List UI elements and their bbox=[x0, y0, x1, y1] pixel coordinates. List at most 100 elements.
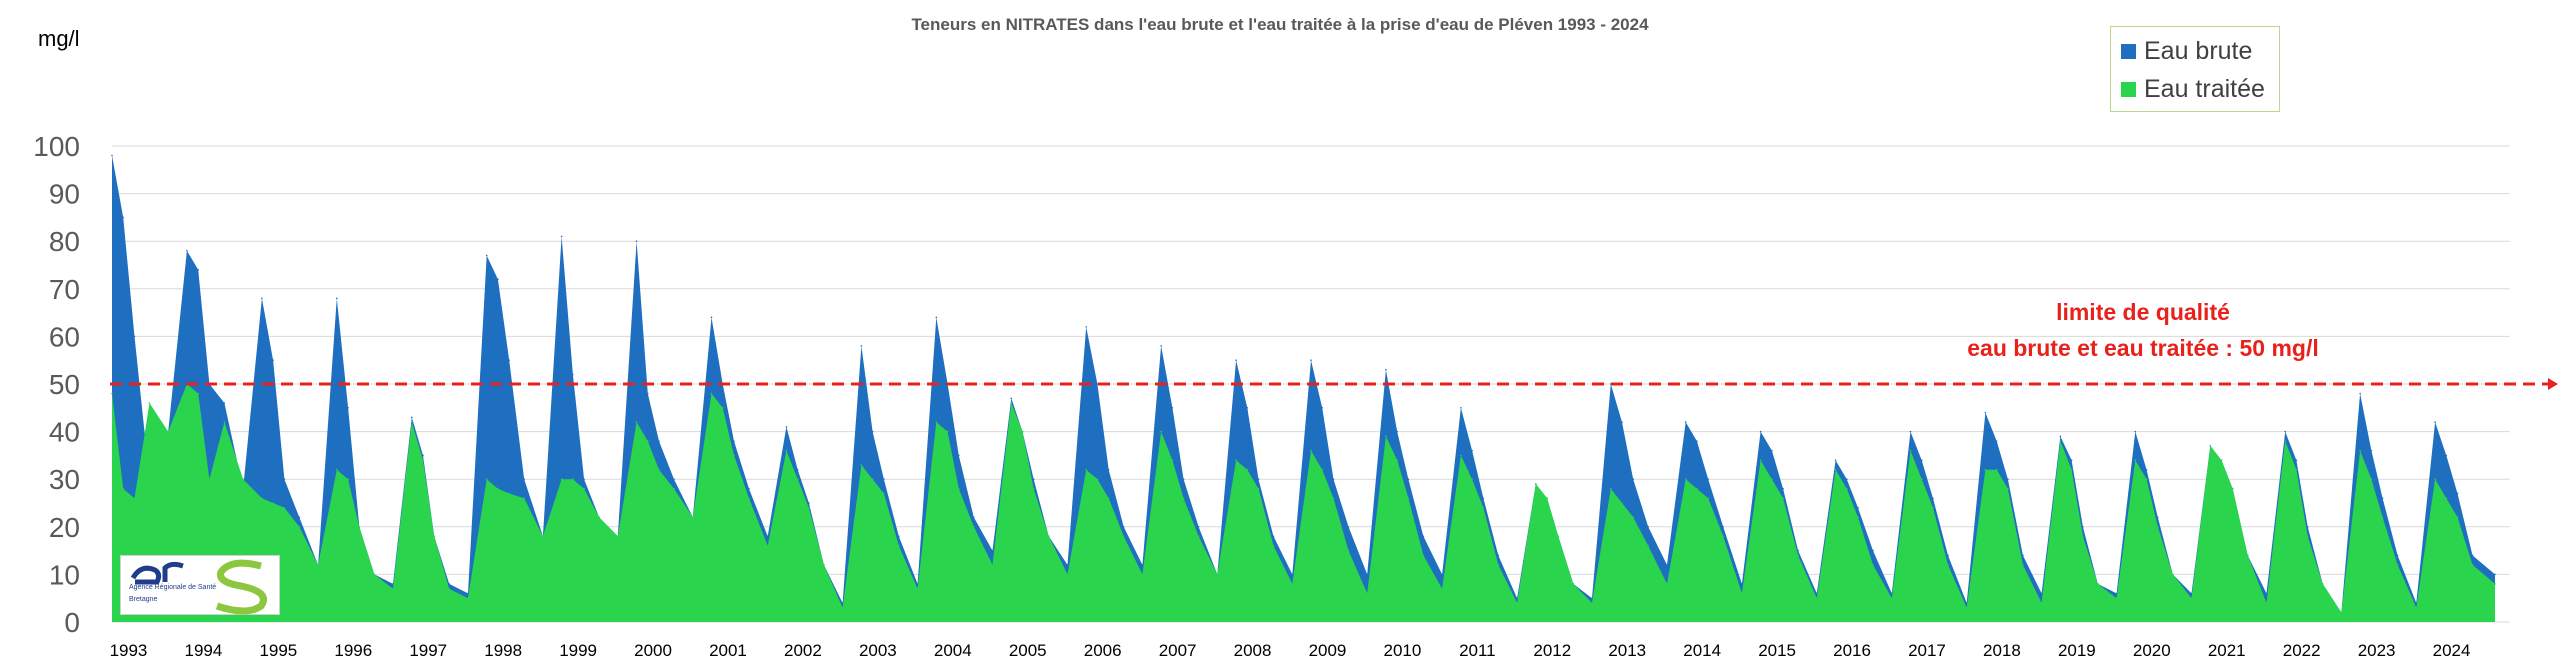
data-point-eau-traitee bbox=[1085, 468, 1087, 471]
data-point-eau-traitee bbox=[766, 545, 769, 547]
data-point-eau-brute bbox=[1171, 407, 1174, 409]
data-point-eau-traitee bbox=[1995, 468, 1998, 471]
y-tick-label: 30 bbox=[49, 464, 80, 495]
x-tick-label: 2007 bbox=[1159, 641, 1197, 660]
data-point-eau-brute bbox=[658, 440, 660, 442]
data-point-eau-traitee bbox=[2306, 535, 2309, 538]
data-point-eau-traitee bbox=[2059, 440, 2062, 442]
x-tick-label: 2022 bbox=[2283, 641, 2321, 660]
data-point-eau-brute bbox=[883, 478, 885, 481]
y-tick-label: 20 bbox=[49, 512, 80, 543]
x-tick-label: 2013 bbox=[1608, 641, 1646, 660]
data-point-eau-brute bbox=[957, 454, 960, 457]
data-point-eau-traitee bbox=[1535, 483, 1537, 485]
data-point-eau-brute bbox=[1947, 554, 1949, 557]
data-point-eau-brute bbox=[2145, 468, 2148, 471]
x-tick-label: 2000 bbox=[634, 641, 672, 660]
data-point-eau-brute bbox=[841, 602, 844, 604]
data-point-eau-traitee bbox=[691, 516, 694, 519]
data-point-eau-traitee bbox=[2145, 478, 2148, 481]
x-tick-label: 2006 bbox=[1084, 641, 1122, 660]
data-point-eau-brute bbox=[2265, 592, 2268, 595]
data-point-eau-brute bbox=[898, 535, 900, 538]
data-point-eau-brute bbox=[1257, 478, 1260, 481]
data-point-eau-brute bbox=[2434, 421, 2436, 423]
data-point-eau-traitee bbox=[841, 606, 844, 609]
data-point-eau-traitee bbox=[1460, 454, 1462, 457]
data-point-eau-traitee bbox=[1771, 478, 1773, 481]
x-tick-label: 2012 bbox=[1533, 641, 1571, 660]
x-tick-label: 2015 bbox=[1758, 641, 1796, 660]
data-point-eau-traitee bbox=[1632, 516, 1635, 519]
data-point-eau-traitee bbox=[1797, 554, 1799, 557]
chart-legend: Eau brute Eau traitée bbox=[2110, 26, 2280, 112]
data-point-eau-traitee bbox=[2295, 468, 2298, 471]
data-point-eau-traitee bbox=[1482, 506, 1485, 509]
data-point-eau-brute bbox=[1441, 573, 1443, 576]
axis-layer: 0 10 20 30 40 50 60 70 80 90 100 1993 1994 1995 1996 19… bbox=[33, 131, 2470, 660]
data-point-eau-traitee bbox=[1160, 430, 1162, 433]
data-point-eau-brute bbox=[1197, 526, 1200, 528]
data-point-eau-traitee bbox=[1782, 497, 1784, 500]
data-point-eau-brute bbox=[508, 359, 510, 362]
data-point-eau-brute bbox=[1909, 430, 1912, 433]
data-point-eau-brute bbox=[1995, 440, 1998, 442]
data-point-eau-traitee bbox=[721, 407, 724, 409]
data-point-eau-traitee bbox=[2340, 611, 2343, 614]
data-point-eau-brute bbox=[2082, 526, 2084, 528]
data-point-eau-traitee bbox=[1321, 468, 1324, 471]
series-area-eau-traitee bbox=[112, 384, 2496, 622]
data-point-eau-traitee bbox=[2321, 583, 2324, 585]
data-point-eau-traitee bbox=[148, 402, 151, 404]
data-point-eau-traitee bbox=[298, 526, 301, 528]
data-point-eau-brute bbox=[1771, 449, 1773, 452]
data-point-eau-traitee bbox=[167, 430, 170, 433]
data-point-eau-traitee bbox=[748, 497, 750, 500]
data-point-eau-brute bbox=[2471, 554, 2474, 557]
data-point-eau-brute bbox=[1797, 549, 1799, 552]
ars-logo-subtext: Bretagne bbox=[129, 596, 158, 603]
data-point-eau-brute bbox=[1321, 407, 1324, 409]
data-point-eau-brute bbox=[1707, 478, 1709, 481]
data-point-eau-traitee bbox=[1932, 506, 1934, 509]
data-point-eau-traitee bbox=[1707, 497, 1709, 500]
data-point-eau-brute bbox=[1347, 526, 1350, 528]
data-point-eau-traitee bbox=[2231, 487, 2234, 490]
data-point-eau-brute bbox=[133, 335, 136, 338]
data-point-eau-traitee bbox=[1609, 487, 1612, 490]
data-point-eau-traitee bbox=[733, 454, 735, 457]
data-point-eau-traitee bbox=[935, 421, 938, 423]
data-point-eau-traitee bbox=[1010, 402, 1013, 404]
data-point-eau-brute bbox=[523, 478, 525, 481]
data-point-eau-brute bbox=[796, 468, 799, 471]
x-tick-label: 1996 bbox=[334, 641, 372, 660]
data-point-eau-brute bbox=[733, 440, 735, 442]
data-point-eau-brute bbox=[2456, 492, 2459, 495]
data-point-eau-brute bbox=[1482, 497, 1485, 500]
data-point-eau-traitee bbox=[1684, 478, 1687, 481]
data-point-eau-traitee bbox=[1032, 487, 1035, 490]
data-point-eau-brute bbox=[410, 416, 413, 419]
data-point-eau-traitee bbox=[860, 464, 863, 466]
data-point-eau-traitee bbox=[373, 573, 376, 576]
quality-limit-label-2: eau brute et eau traitée : 50 mg/l bbox=[1967, 335, 2319, 361]
x-tick-label: 2021 bbox=[2208, 641, 2246, 660]
data-point-eau-traitee bbox=[673, 487, 675, 490]
data-point-eau-traitee bbox=[2007, 487, 2009, 490]
data-point-eau-traitee bbox=[433, 535, 436, 538]
legend-label-eau-brute: Eau brute bbox=[2144, 37, 2253, 65]
data-point-eau-brute bbox=[1366, 573, 1369, 576]
data-point-eau-traitee bbox=[1332, 497, 1335, 500]
data-point-eau-traitee bbox=[1347, 549, 1350, 552]
x-tick-label: 2020 bbox=[2133, 641, 2171, 660]
data-point-eau-brute bbox=[2115, 592, 2118, 595]
data-point-eau-brute bbox=[1920, 459, 1923, 461]
data-point-eau-traitee bbox=[972, 526, 975, 528]
x-tick-label: 2014 bbox=[1683, 641, 1721, 660]
data-point-eau-traitee bbox=[991, 564, 994, 566]
data-point-eau-brute bbox=[1096, 383, 1099, 385]
x-tick-label: 2024 bbox=[2433, 641, 2471, 660]
data-point-eau-brute bbox=[1846, 478, 1848, 481]
data-point-eau-traitee bbox=[1471, 478, 1473, 481]
